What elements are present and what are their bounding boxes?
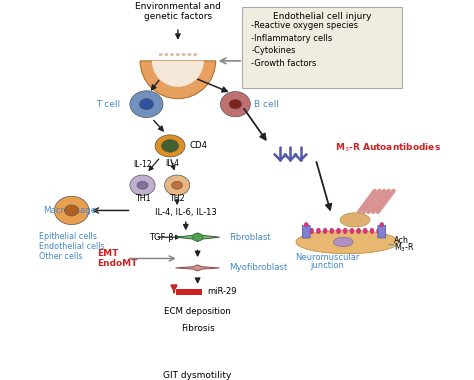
Ellipse shape	[317, 228, 320, 234]
Text: EMT: EMT	[97, 249, 118, 258]
Text: Myofibroblast: Myofibroblast	[229, 263, 287, 272]
Text: IL-12: IL-12	[133, 160, 152, 169]
Text: Fibrosis: Fibrosis	[181, 324, 214, 333]
Ellipse shape	[350, 228, 354, 234]
Text: TH1: TH1	[135, 194, 150, 203]
Ellipse shape	[323, 228, 327, 234]
Ellipse shape	[55, 196, 89, 225]
Text: Endothelial cell injury: Endothelial cell injury	[273, 11, 371, 21]
Polygon shape	[175, 233, 219, 241]
Text: IL-4: IL-4	[165, 160, 179, 168]
Text: miR-29: miR-29	[207, 287, 237, 296]
Text: -Inflammatory cells: -Inflammatory cells	[251, 33, 332, 43]
Text: Other cells: Other cells	[38, 252, 82, 261]
Polygon shape	[175, 265, 219, 271]
Ellipse shape	[137, 181, 148, 189]
Ellipse shape	[188, 53, 191, 56]
Text: ECM deposition: ECM deposition	[164, 307, 231, 317]
Ellipse shape	[193, 53, 197, 56]
Text: M$_3$-R: M$_3$-R	[394, 241, 415, 254]
Ellipse shape	[130, 175, 155, 195]
Ellipse shape	[192, 233, 203, 241]
Text: Macrophage: Macrophage	[43, 206, 96, 215]
FancyBboxPatch shape	[156, 368, 240, 375]
FancyBboxPatch shape	[378, 225, 386, 238]
Text: Fibroblast: Fibroblast	[229, 233, 271, 242]
Text: Endothelial cells: Endothelial cells	[38, 242, 104, 251]
Text: M$_3$-R Autoantibodies: M$_3$-R Autoantibodies	[335, 141, 441, 154]
Text: EndoMT: EndoMT	[97, 260, 137, 268]
FancyBboxPatch shape	[302, 225, 310, 238]
Text: CD4: CD4	[190, 141, 208, 150]
FancyBboxPatch shape	[156, 349, 240, 356]
FancyBboxPatch shape	[156, 355, 240, 363]
Ellipse shape	[176, 53, 180, 56]
Wedge shape	[152, 61, 204, 87]
Ellipse shape	[370, 228, 374, 234]
Text: Ach: Ach	[394, 236, 409, 245]
Text: -Growth factors: -Growth factors	[251, 59, 317, 68]
Ellipse shape	[170, 53, 174, 56]
Text: -Cytokines: -Cytokines	[251, 46, 296, 55]
Ellipse shape	[182, 53, 186, 56]
Ellipse shape	[380, 223, 384, 226]
Text: junction: junction	[310, 261, 345, 270]
Ellipse shape	[164, 53, 168, 56]
Text: TH2: TH2	[169, 194, 185, 203]
Ellipse shape	[330, 228, 334, 234]
Text: IL-4, IL-6, IL-13: IL-4, IL-6, IL-13	[155, 208, 217, 217]
Ellipse shape	[155, 135, 185, 157]
Ellipse shape	[220, 92, 250, 117]
Ellipse shape	[229, 100, 242, 109]
Text: Epithelial cells: Epithelial cells	[38, 232, 97, 241]
FancyBboxPatch shape	[156, 362, 240, 369]
Ellipse shape	[343, 228, 347, 234]
Ellipse shape	[296, 230, 398, 254]
Ellipse shape	[64, 205, 79, 216]
Text: GIT dysmotility: GIT dysmotility	[164, 371, 232, 380]
Wedge shape	[140, 61, 216, 99]
Text: T cell: T cell	[96, 100, 120, 109]
FancyBboxPatch shape	[242, 6, 402, 89]
Ellipse shape	[161, 139, 179, 152]
Ellipse shape	[340, 213, 370, 227]
Text: Environmental and
genetic factors: Environmental and genetic factors	[135, 2, 221, 21]
Text: TGF-β: TGF-β	[149, 233, 173, 242]
Ellipse shape	[164, 175, 190, 195]
Ellipse shape	[337, 228, 340, 234]
Ellipse shape	[377, 228, 381, 234]
Ellipse shape	[159, 53, 163, 56]
Ellipse shape	[333, 237, 353, 247]
Ellipse shape	[139, 99, 154, 110]
Ellipse shape	[363, 228, 367, 234]
Text: -Reactive oxygen species: -Reactive oxygen species	[251, 21, 358, 30]
Ellipse shape	[130, 91, 163, 117]
Ellipse shape	[172, 181, 182, 189]
Ellipse shape	[356, 228, 361, 234]
Ellipse shape	[304, 223, 308, 226]
Bar	[176, 289, 201, 294]
Text: Neuromuscular: Neuromuscular	[295, 253, 360, 262]
Ellipse shape	[310, 228, 314, 234]
Text: B cell: B cell	[254, 100, 279, 109]
